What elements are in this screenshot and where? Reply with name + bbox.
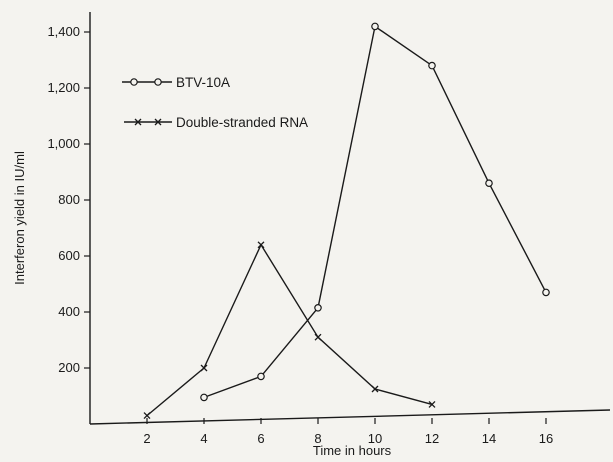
data-point-btv-10a	[542, 288, 550, 297]
series-btv-10a	[200, 22, 550, 402]
legend-marker-x	[154, 118, 162, 126]
x-tick-label: 14	[482, 431, 496, 446]
legend-label-btv-10a: BTV-10A	[176, 75, 230, 90]
legend-marker-x	[134, 118, 142, 126]
series-line-double-stranded-rna	[146, 243, 433, 417]
legend-item-double-stranded-rna: Double-stranded RNA	[124, 115, 308, 130]
y-tick-label: 800	[58, 192, 80, 207]
legend-marker-circle	[154, 78, 162, 86]
legend: BTV-10A Double-stranded RNA	[122, 75, 308, 130]
x-tick-label: 16	[539, 431, 553, 446]
y-axis-label: Interferon yield in IU/ml	[12, 151, 27, 285]
data-point-double-stranded-rna	[314, 333, 322, 341]
y-tick-label: 1,200	[47, 80, 80, 95]
x-tick-label: 2	[143, 431, 150, 446]
legend-marker-circle	[130, 78, 138, 86]
data-point-btv-10a	[257, 372, 265, 381]
data-point-btv-10a	[200, 393, 208, 402]
y-tick-label: 1,400	[47, 24, 80, 39]
x-axis-label: Time in hours	[313, 443, 392, 458]
x-tick-label: 12	[425, 431, 439, 446]
data-point-double-stranded-rna	[428, 400, 436, 408]
x-tick-label: 8	[314, 431, 321, 446]
y-tick-label: 400	[58, 304, 80, 319]
data-point-double-stranded-rna	[371, 385, 379, 393]
y-tick-label: 1,000	[47, 136, 80, 151]
legend-swatch-double-stranded-rna	[124, 118, 172, 126]
data-point-double-stranded-rna	[200, 364, 208, 372]
y-tick-label: 600	[58, 248, 80, 263]
axes	[89, 12, 611, 425]
series-line-btv-10a	[203, 25, 547, 399]
data-point-double-stranded-rna	[143, 412, 151, 420]
data-point-btv-10a	[485, 179, 493, 188]
data-point-btv-10a	[371, 22, 379, 31]
legend-swatch-btv-10a	[122, 78, 172, 86]
y-tick-label: 200	[58, 360, 80, 375]
x-axis-line	[89, 409, 611, 425]
x-tick-label: 4	[200, 431, 207, 446]
y-ticks: 200 400 600 800 1,000 1,200 1,400	[47, 24, 90, 375]
x-ticks: 2 4 6 8 10 12 14 16	[143, 418, 553, 446]
x-tick-label: 6	[257, 431, 264, 446]
series-double-stranded-rna	[143, 241, 436, 420]
series-layer	[143, 22, 550, 420]
legend-item-btv-10a: BTV-10A	[122, 75, 230, 90]
x-tick-label: 10	[368, 431, 382, 446]
legend-label-double-stranded-rna: Double-stranded RNA	[176, 115, 308, 130]
data-point-btv-10a	[428, 61, 436, 70]
data-point-double-stranded-rna	[257, 241, 265, 249]
data-point-btv-10a	[314, 303, 322, 312]
